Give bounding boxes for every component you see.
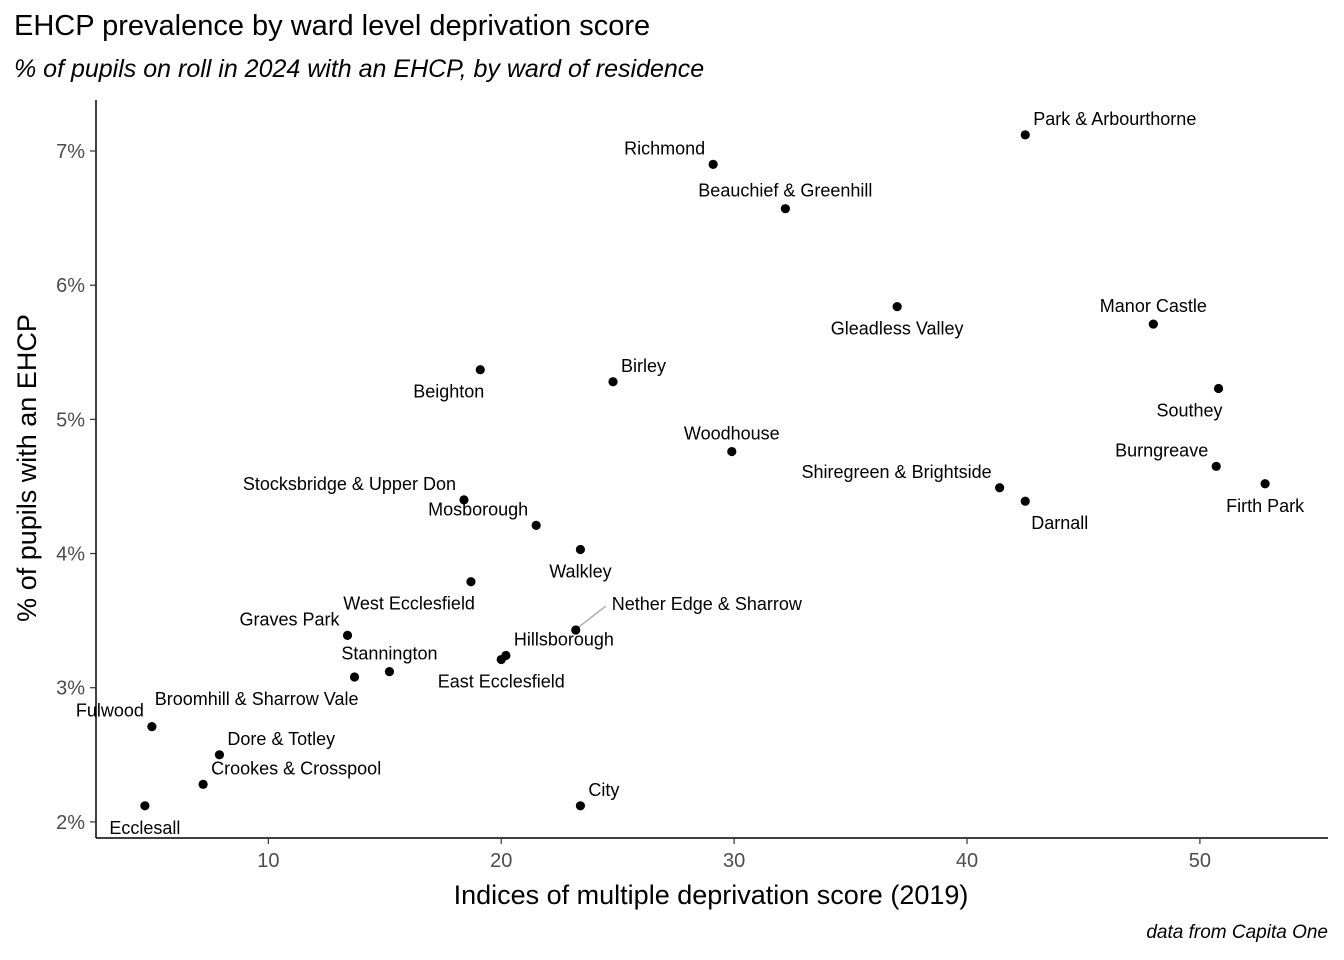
x-axis-title: Indices of multiple deprivation score (2… (454, 880, 969, 910)
x-tick-label: 20 (490, 850, 512, 872)
data-points (140, 130, 1270, 811)
data-point (214, 750, 225, 760)
y-tick-label: 2% (56, 812, 85, 834)
data-point (1148, 319, 1158, 329)
data-point (475, 365, 485, 375)
point-label: Burngreave (1115, 440, 1208, 460)
point-label: Beighton (413, 382, 484, 402)
data-point (1260, 479, 1270, 489)
chart-caption: data from Capita One (1146, 922, 1328, 943)
point-label: Park & Arbourthorne (1033, 109, 1196, 129)
data-point (708, 159, 718, 170)
data-point (466, 577, 476, 587)
data-point (198, 779, 208, 789)
point-label: Mosborough (428, 499, 528, 519)
data-point (892, 302, 902, 312)
point-label: City (588, 780, 619, 800)
point-label: Beauchief & Greenhill (698, 181, 872, 201)
x-tick-label: 10 (257, 850, 279, 872)
point-label: West Ecclesfield (343, 594, 475, 614)
point-label: Graves Park (239, 609, 340, 629)
point-label: Birley (621, 356, 666, 376)
data-point (1020, 130, 1030, 140)
chart-title: EHCP prevalence by ward level deprivatio… (14, 10, 651, 42)
point-label: Firth Park (1226, 496, 1305, 516)
point-label: Darnall (1031, 513, 1088, 533)
data-point (140, 801, 150, 811)
data-point (459, 495, 469, 505)
data-point (531, 520, 541, 530)
y-tick-label: 3% (56, 678, 85, 700)
point-label: Stannington (341, 644, 437, 664)
x-tick-label: 30 (723, 850, 745, 872)
point-label: Southey (1156, 400, 1222, 420)
point-label: East Ecclesfield (438, 672, 565, 692)
data-point (780, 204, 790, 214)
point-label: Broomhill & Sharrow Vale (155, 689, 359, 709)
point-label: Crookes & Crosspool (211, 758, 381, 778)
data-point (727, 446, 737, 457)
point-label: Dore & Totley (227, 729, 335, 749)
y-tick-label: 7% (56, 141, 85, 163)
point-label: Manor Castle (1100, 296, 1207, 316)
y-tick-label: 5% (56, 409, 85, 431)
data-point (1211, 461, 1221, 471)
label-leaders (578, 605, 607, 628)
label-leader-line (578, 605, 607, 628)
point-label: Fulwood (76, 701, 144, 721)
point-label: Shiregreen & Brightside (802, 462, 992, 482)
data-point (608, 377, 618, 387)
data-point (1213, 383, 1224, 394)
point-label: Ecclesall (109, 818, 180, 838)
x-tick-label: 40 (956, 850, 978, 872)
y-tick-label: 6% (56, 275, 85, 297)
point-label: Stocksbridge & Upper Don (243, 474, 456, 494)
axes: 2% 3% 4% 5% 6% 7% 10 20 30 40 50 (56, 100, 1328, 872)
point-label: Nether Edge & Sharrow (612, 594, 803, 614)
y-axis-title: % of pupils with an EHCP (12, 314, 42, 622)
data-point (575, 801, 586, 811)
y-tick-label: 4% (56, 544, 85, 566)
point-label: Woodhouse (684, 424, 780, 444)
point-label: Richmond (624, 138, 705, 158)
data-point (575, 544, 586, 555)
x-tick-label: 50 (1189, 850, 1211, 872)
chart-subtitle: % of pupils on roll in 2024 with an EHCP… (14, 55, 705, 83)
data-point (571, 625, 581, 635)
point-label: Hillsborough (514, 630, 614, 650)
data-point (995, 483, 1005, 493)
data-point (496, 654, 506, 665)
data-point (349, 672, 360, 682)
point-label: Walkley (549, 562, 611, 582)
data-point (1020, 496, 1030, 506)
point-label: Gleadless Valley (831, 319, 964, 339)
point-labels: Park & Arbourthorne Richmond Beauchief & G… (76, 109, 1305, 838)
data-point (342, 630, 353, 640)
data-point (147, 722, 157, 732)
data-point (384, 667, 395, 677)
